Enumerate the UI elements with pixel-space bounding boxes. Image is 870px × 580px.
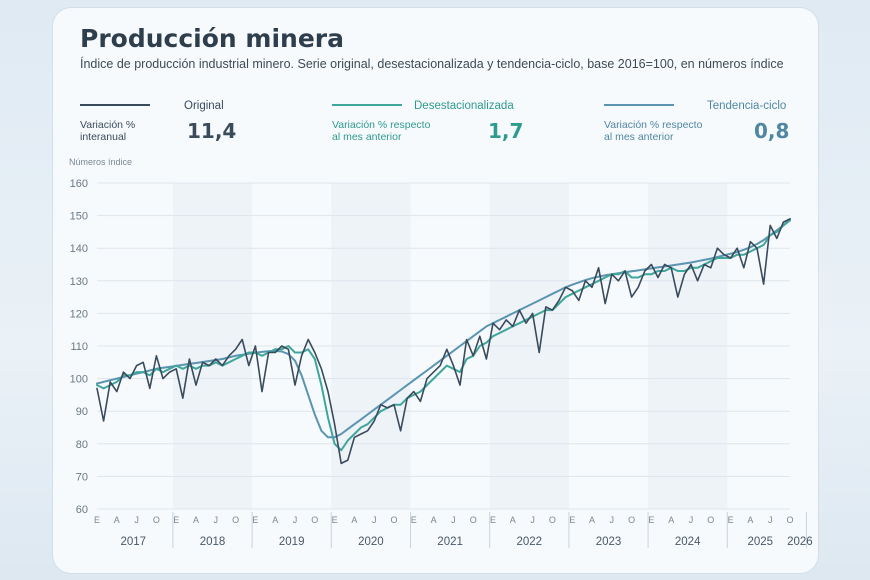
legend-desc-seasonal: Variación % respecto al mes anterior <box>332 119 431 143</box>
legend-line-original <box>80 104 150 106</box>
x-month-label: A <box>668 515 674 525</box>
y-tick-label: 150 <box>70 211 88 223</box>
x-month-label: A <box>272 515 278 525</box>
x-month-label: A <box>589 515 595 525</box>
x-month-label: O <box>311 515 318 525</box>
y-tick-label: 70 <box>76 471 88 483</box>
x-month-label: O <box>232 515 239 525</box>
x-year-label: 2020 <box>358 536 384 548</box>
x-month-label: E <box>569 515 575 525</box>
x-month-label: J <box>610 515 615 525</box>
legend-name-original: Original <box>184 100 224 112</box>
legend-line-trend <box>604 104 674 106</box>
y-tick-label: 160 <box>70 178 88 190</box>
legend-value-original: 11,4 <box>187 119 237 143</box>
y-tick-label: 90 <box>76 406 88 418</box>
x-month-label: O <box>549 515 556 525</box>
x-month-label: A <box>510 515 516 525</box>
legend-name-seasonal: Desestacionalizada <box>414 100 514 112</box>
x-month-label: A <box>431 515 437 525</box>
y-tick-label: 130 <box>70 276 88 288</box>
x-month-label: O <box>470 515 477 525</box>
legend-value-seasonal: 1,7 <box>488 119 524 143</box>
x-month-label: E <box>648 515 654 525</box>
x-year-label: 2021 <box>437 536 463 548</box>
series-line-seasonal <box>96 217 791 452</box>
legend-desc-original: Variación % interanual <box>80 119 136 143</box>
x-month-label: E <box>94 515 100 525</box>
x-month-label: J <box>293 515 298 525</box>
x-month-label: O <box>153 515 160 525</box>
x-month-label: A <box>114 515 120 525</box>
x-month-label: O <box>786 515 793 525</box>
x-year-label: 2018 <box>200 536 226 548</box>
legend-name-trend: Tendencia-ciclo <box>707 100 787 112</box>
x-month-label: J <box>134 515 139 525</box>
x-month-label: A <box>747 515 753 525</box>
legend-desc-trend: Variación % respecto al mes anterior <box>604 119 703 143</box>
x-year-label: 2024 <box>675 536 701 548</box>
x-month-label: J <box>214 515 219 525</box>
x-month-label: E <box>728 515 734 525</box>
x-year-label: 2025 <box>748 536 774 548</box>
chart-subtitle: Índice de producción industrial minero. … <box>80 57 784 71</box>
x-month-label: J <box>530 515 535 525</box>
x-month-label: J <box>451 515 456 525</box>
legend-line-seasonal <box>332 104 402 106</box>
x-month-label: E <box>332 515 338 525</box>
page-title: Producción minera <box>80 24 344 53</box>
x-year-label: 2026 <box>787 536 813 548</box>
x-month-label: E <box>411 515 417 525</box>
x-year-label: 2019 <box>279 536 305 548</box>
y-tick-label: 60 <box>76 504 88 516</box>
x-month-label: E <box>252 515 258 525</box>
y-tick-label: 110 <box>70 341 88 353</box>
y-axis-label: Números índice <box>69 157 133 167</box>
x-month-label: O <box>707 515 714 525</box>
x-month-label: J <box>768 515 773 525</box>
y-tick-label: 120 <box>70 308 88 320</box>
x-month-label: O <box>390 515 397 525</box>
x-month-label: O <box>628 515 635 525</box>
legend-value-trend: 0,8 <box>754 119 790 143</box>
x-year-label: 2022 <box>517 536 543 548</box>
series-line-original <box>96 218 791 465</box>
x-month-label: E <box>173 515 179 525</box>
x-month-label: A <box>351 515 357 525</box>
x-year-label: 2023 <box>596 536 622 548</box>
y-tick-label: 100 <box>70 374 88 386</box>
x-month-label: A <box>193 515 199 525</box>
x-year-label: 2017 <box>121 536 147 548</box>
y-tick-label: 80 <box>76 439 88 451</box>
x-month-label: J <box>689 515 694 525</box>
x-month-label: J <box>372 515 377 525</box>
x-month-label: E <box>490 515 496 525</box>
y-tick-label: 140 <box>70 243 88 255</box>
